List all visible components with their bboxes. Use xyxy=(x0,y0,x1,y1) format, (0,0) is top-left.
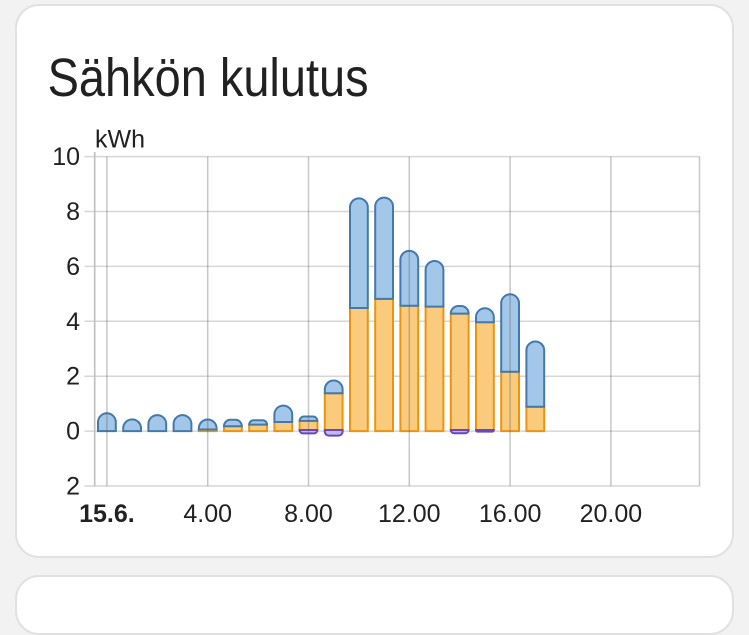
svg-text:2: 2 xyxy=(66,363,80,391)
svg-text:kWh: kWh xyxy=(95,126,145,154)
svg-text:8.00: 8.00 xyxy=(284,500,333,528)
svg-text:4: 4 xyxy=(66,308,80,336)
svg-text:6: 6 xyxy=(66,253,80,281)
svg-text:20.00: 20.00 xyxy=(580,500,643,528)
svg-text:10: 10 xyxy=(52,143,80,171)
svg-text:0: 0 xyxy=(66,418,80,446)
svg-text:Sähkön kulutus: Sähkön kulutus xyxy=(48,48,369,108)
svg-text:15.6.: 15.6. xyxy=(79,500,135,528)
svg-text:2: 2 xyxy=(66,473,80,501)
svg-text:4.00: 4.00 xyxy=(183,500,232,528)
svg-text:12.00: 12.00 xyxy=(378,500,441,528)
svg-text:16.00: 16.00 xyxy=(479,500,542,528)
svg-text:8: 8 xyxy=(66,198,80,226)
